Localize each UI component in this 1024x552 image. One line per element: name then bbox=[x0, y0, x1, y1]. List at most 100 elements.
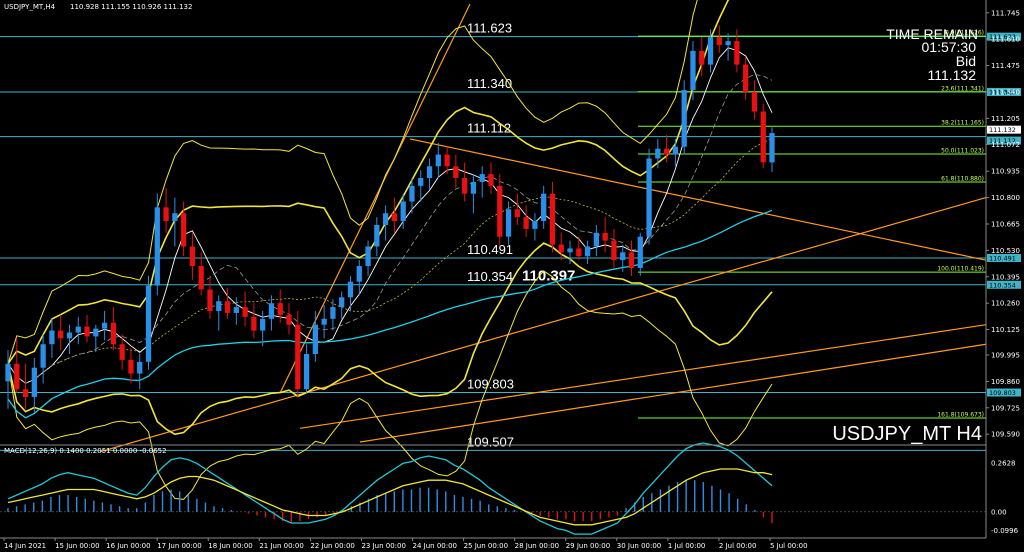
ma-slow bbox=[7, 209, 773, 419]
candle-body bbox=[505, 209, 512, 237]
candle-body bbox=[84, 326, 90, 337]
candle-body bbox=[400, 201, 406, 222]
candle-body bbox=[620, 252, 626, 261]
x-tick-label: 21 Jun 00:00 bbox=[259, 542, 303, 550]
y-tick-label: 110.665 bbox=[991, 220, 1020, 228]
bollinger-outer-upper bbox=[7, 0, 698, 364]
candle-body bbox=[233, 307, 239, 313]
candle-body bbox=[409, 185, 415, 202]
candle-body bbox=[224, 301, 231, 313]
candle-body bbox=[462, 178, 468, 194]
candle-body bbox=[277, 303, 283, 315]
y-tick-label: 109.590 bbox=[991, 431, 1020, 439]
macd-y-tick-label: 0.00 bbox=[991, 508, 1007, 516]
price-tag-box bbox=[987, 87, 1021, 96]
candle-body bbox=[707, 37, 714, 65]
x-tick-label: 30 Jun 00:00 bbox=[617, 542, 661, 550]
fib-label: 50.0(111.023) bbox=[941, 147, 984, 154]
candle-body bbox=[523, 217, 529, 229]
fib-label: 38.2(111.165) bbox=[941, 120, 984, 127]
candle-body bbox=[242, 307, 248, 317]
y-tick-label: 110.800 bbox=[991, 194, 1020, 202]
candle-body bbox=[497, 185, 503, 237]
trend-line bbox=[359, 343, 987, 443]
fib-label: 100.0(110.419) bbox=[937, 266, 984, 273]
level-label: 110.491 bbox=[467, 242, 513, 257]
candle-body bbox=[40, 344, 46, 368]
candle-body bbox=[743, 64, 749, 92]
y-tick-label: 110.260 bbox=[991, 300, 1020, 308]
candle-body bbox=[593, 232, 600, 247]
candle-body bbox=[128, 359, 134, 374]
candle-body bbox=[734, 41, 740, 65]
candle-body bbox=[189, 246, 196, 267]
bollinger-upper bbox=[7, 0, 730, 365]
candle-body bbox=[22, 389, 29, 398]
candle-body bbox=[382, 213, 389, 225]
macd-main-line bbox=[7, 442, 773, 535]
candle-body bbox=[576, 248, 582, 257]
level-label: 109.507 bbox=[467, 434, 514, 449]
symbol-info: USDJPY_MT,H4 bbox=[4, 3, 56, 11]
level-label: 109.803 bbox=[467, 377, 514, 392]
x-tick-label: 28 Jun 00:00 bbox=[515, 542, 559, 550]
macd-y-tick-label: -0.0996 bbox=[991, 527, 1019, 535]
candle-body bbox=[488, 174, 494, 186]
x-tick-label: 2 Jul 00:00 bbox=[719, 542, 757, 550]
candle-body bbox=[611, 240, 617, 261]
x-tick-label: 15 Jun 00:00 bbox=[55, 542, 99, 550]
candle-body bbox=[347, 281, 354, 298]
candle-body bbox=[418, 178, 424, 186]
price-annotation: 110.397 bbox=[522, 267, 575, 284]
y-tick-label: 110.125 bbox=[991, 326, 1020, 334]
x-tick-label: 1 Jul 00:00 bbox=[668, 542, 706, 550]
candle-body bbox=[93, 328, 99, 337]
y-tick-label: 109.725 bbox=[991, 404, 1020, 412]
y-tick-label: 111.475 bbox=[991, 62, 1020, 70]
candle-body bbox=[339, 297, 345, 308]
candle-body bbox=[321, 318, 327, 325]
candle-body bbox=[646, 158, 652, 237]
candle-body bbox=[444, 154, 450, 167]
candle-body bbox=[365, 246, 371, 267]
fib-label: 61.8(110.880) bbox=[941, 175, 984, 182]
y-tick-label: 110.530 bbox=[991, 247, 1020, 255]
candle-body bbox=[637, 236, 643, 268]
candle-body bbox=[110, 322, 117, 345]
x-tick-label: 25 Jun 00:00 bbox=[464, 542, 508, 550]
candle-body bbox=[514, 209, 520, 218]
candle-body bbox=[716, 37, 722, 46]
candle-body bbox=[725, 41, 731, 46]
candle-body bbox=[760, 111, 766, 163]
candle-body bbox=[49, 330, 55, 345]
y-tick-label: 111.610 bbox=[991, 36, 1020, 44]
candle-body bbox=[154, 207, 160, 286]
candle-body bbox=[31, 367, 37, 398]
time-remain-label: TIME REMAIN bbox=[886, 26, 978, 42]
bid-value: 111.132 bbox=[927, 67, 976, 83]
candle-body bbox=[426, 166, 433, 179]
y-tick-label: 111.072 bbox=[991, 141, 1020, 149]
candle-body bbox=[628, 252, 635, 268]
candle-body bbox=[699, 50, 705, 65]
x-tick-label: 16 Jun 00:00 bbox=[106, 542, 150, 550]
candle-body bbox=[14, 363, 20, 390]
bollinger-mid bbox=[7, 137, 773, 384]
price-tag-label: 111.112 bbox=[989, 137, 1016, 145]
y-tick-label: 111.205 bbox=[991, 115, 1020, 123]
candle-body bbox=[356, 266, 362, 282]
trend-line bbox=[99, 197, 987, 453]
x-tick-label: 5 Jul 00:00 bbox=[770, 542, 808, 550]
candle-body bbox=[532, 221, 538, 229]
price-tag-label: 110.491 bbox=[989, 255, 1016, 263]
y-tick-label: 111.340 bbox=[991, 88, 1020, 96]
candle-body bbox=[567, 248, 573, 253]
candle-body bbox=[769, 133, 775, 163]
x-tick-label: 22 Jun 00:00 bbox=[310, 542, 354, 550]
price-tag-box bbox=[987, 125, 1021, 134]
candle-body bbox=[303, 354, 310, 390]
x-tick-label: 23 Jun 00:00 bbox=[361, 542, 405, 550]
fib-label: 0.0(111.626) bbox=[945, 30, 984, 37]
ma-dashed bbox=[7, 73, 773, 384]
